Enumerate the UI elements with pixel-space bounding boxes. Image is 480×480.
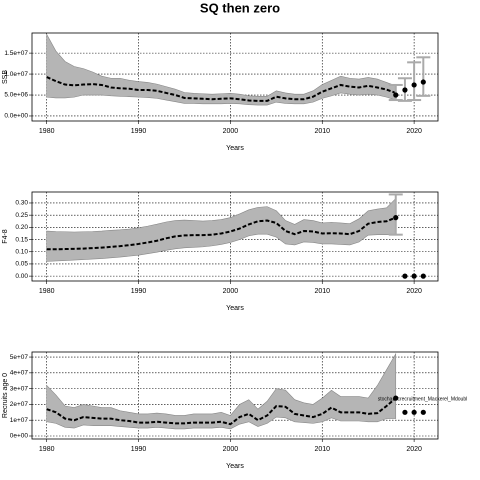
median-line <box>46 76 397 102</box>
x-tick-label: 1980 <box>39 128 55 135</box>
y-axis-title: Recruits age 0 <box>2 373 9 418</box>
projection-point <box>411 409 417 415</box>
y-tick-label: 1.0e+07 <box>4 71 28 78</box>
uncertainty-band <box>46 352 397 430</box>
x-axis-title: Years <box>226 463 244 470</box>
y-tick-label: 0.05 <box>15 261 28 268</box>
y-tick-label: 0.15 <box>15 236 28 243</box>
y-tick-label: 1.5e+07 <box>4 50 28 57</box>
projection-point <box>393 215 399 221</box>
projection-point <box>411 82 417 88</box>
x-axis-title: Years <box>226 305 244 312</box>
projection-point <box>402 273 408 279</box>
y-tick-label: 0.30 <box>15 200 28 207</box>
projection-point <box>420 409 426 415</box>
y-tick-label: 0.00 <box>15 273 28 280</box>
y-tick-label: 3e+07 <box>10 385 29 392</box>
y-tick-label: 0.25 <box>15 212 28 219</box>
x-tick-label: 1990 <box>131 446 147 453</box>
x-tick-label: 1980 <box>39 446 55 453</box>
median-line <box>46 397 397 426</box>
x-tick-label: 2010 <box>314 128 330 135</box>
plot-frame <box>31 351 439 440</box>
x-tick-label: 2010 <box>314 446 330 453</box>
x-tick-label: 1990 <box>131 288 147 295</box>
x-tick-label: 2020 <box>406 128 422 135</box>
x-tick-label: 2010 <box>314 288 330 295</box>
x-tick-label: 2020 <box>406 446 422 453</box>
y-tick-label: 5e+07 <box>10 354 29 361</box>
y-tick-label: 0.20 <box>15 224 28 231</box>
x-tick-label: 2000 <box>223 288 239 295</box>
y-axis-title: SSB <box>2 70 9 84</box>
y-tick-label: 5.0e+06 <box>4 92 28 99</box>
projection-point <box>393 395 399 401</box>
x-tick-label: 2000 <box>223 446 239 453</box>
y-tick-label: 0e+00 <box>10 433 29 440</box>
annotation: stochasticrecruitment_Mackerel_Mdoubl <box>378 396 467 402</box>
uncertainty-band <box>46 197 397 262</box>
y-tick-label: 0.0e+00 <box>4 113 28 120</box>
x-tick-label: 1990 <box>131 128 147 135</box>
uncertainty-band <box>46 34 397 106</box>
projection-point <box>420 79 426 85</box>
y-tick-label: 4e+07 <box>10 370 29 377</box>
x-tick-label: 2020 <box>406 288 422 295</box>
y-tick-label: 2e+07 <box>10 401 29 408</box>
median-line <box>46 216 397 251</box>
projection-point <box>402 87 408 93</box>
chart-title: SQ then zero <box>200 0 280 15</box>
x-axis-title: Years <box>226 145 244 152</box>
x-tick-label: 2000 <box>223 128 239 135</box>
y-axis-title: F4-8 <box>2 229 9 244</box>
projection-point <box>393 92 399 98</box>
projection-point <box>402 409 408 415</box>
y-tick-label: 1e+07 <box>10 417 29 424</box>
y-tick-label: 0.10 <box>15 248 28 255</box>
projection-point <box>420 273 426 279</box>
x-tick-label: 1980 <box>39 288 55 295</box>
plot-frame <box>31 32 439 122</box>
projection-point <box>411 273 417 279</box>
plot-frame <box>31 191 439 282</box>
